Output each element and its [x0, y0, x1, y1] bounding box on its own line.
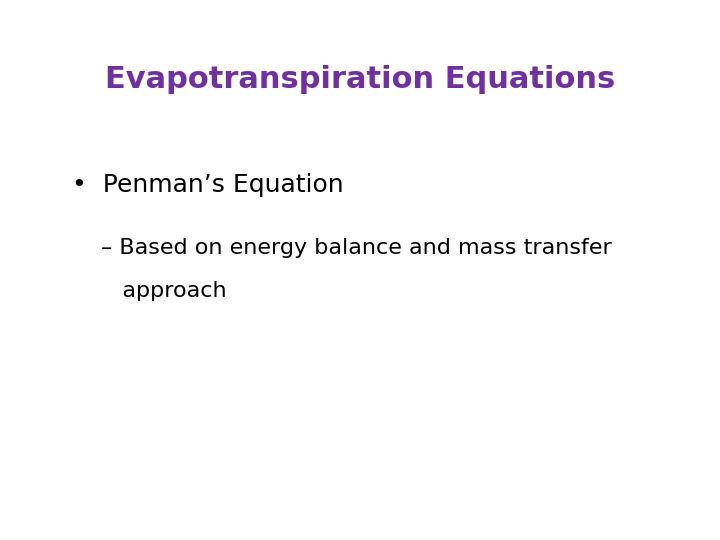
Text: Evapotranspiration Equations: Evapotranspiration Equations [105, 65, 615, 94]
Text: – Based on energy balance and mass transfer: – Based on energy balance and mass trans… [101, 238, 611, 258]
Text: •  Penman’s Equation: • Penman’s Equation [72, 173, 343, 197]
Text: approach: approach [101, 281, 226, 301]
